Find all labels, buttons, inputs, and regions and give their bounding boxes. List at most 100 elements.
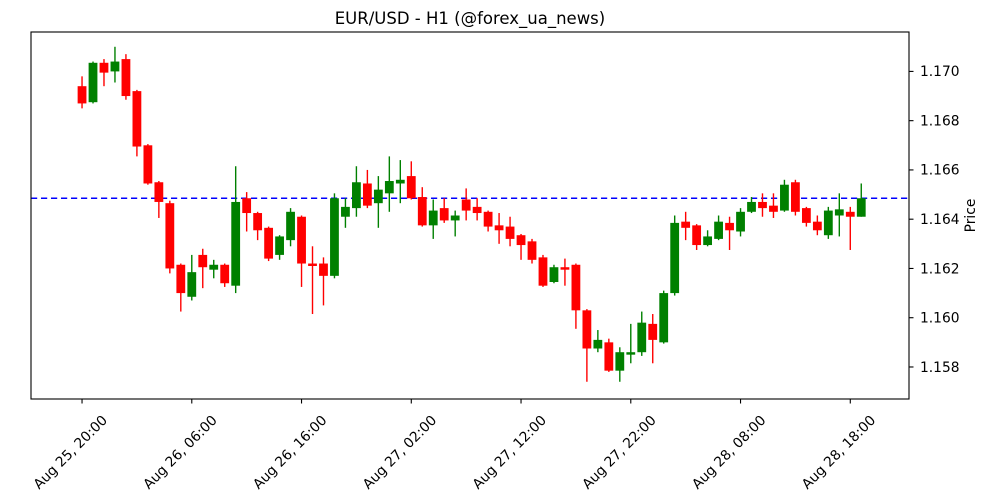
candle-body <box>275 236 284 255</box>
candle <box>736 208 745 237</box>
candle-body <box>352 182 361 209</box>
candle <box>648 314 658 364</box>
candle <box>758 193 767 217</box>
candle-body <box>176 264 186 294</box>
candle-body <box>604 342 614 371</box>
candle-body <box>439 208 449 221</box>
x-tick-label: Aug 26, 06:00 <box>140 413 220 493</box>
candle <box>560 258 570 286</box>
candle <box>834 193 844 237</box>
candle <box>362 169 372 209</box>
candle-body <box>626 352 636 355</box>
y-tick-label: 1.158 <box>920 360 960 376</box>
candle <box>132 89 142 157</box>
candle-body <box>483 211 493 227</box>
candle <box>845 206 855 250</box>
candle <box>330 193 339 279</box>
candle-body <box>99 62 109 73</box>
candle <box>505 216 515 247</box>
candle-body <box>681 221 691 228</box>
x-tick-label: Aug 28, 18:00 <box>799 413 879 493</box>
candle <box>319 257 328 306</box>
candle-body <box>231 201 241 286</box>
candle-body <box>834 209 844 216</box>
candle-body <box>812 221 822 231</box>
candle <box>823 206 833 239</box>
candle <box>297 215 306 287</box>
y-tick-label: 1.170 <box>920 64 960 80</box>
candle-body <box>582 310 592 349</box>
candle <box>187 254 197 301</box>
candles-layer <box>77 46 866 382</box>
candle-body <box>714 221 723 239</box>
candle <box>626 323 636 364</box>
candle-body <box>692 225 702 246</box>
candle <box>143 144 153 185</box>
candle-body <box>801 208 811 223</box>
candle-body <box>648 323 658 340</box>
plot-frame <box>30 31 910 400</box>
candle-body <box>154 182 164 202</box>
x-tick-label: Aug 26, 16:00 <box>250 413 330 493</box>
candle-body <box>308 263 317 266</box>
candle-body <box>77 86 87 104</box>
candle-body <box>670 222 680 294</box>
candle <box>384 156 394 212</box>
candle-body <box>571 264 581 311</box>
candle <box>373 176 383 228</box>
candle-body <box>110 61 120 72</box>
candle <box>417 187 427 227</box>
candle-body <box>823 210 833 236</box>
candle <box>176 263 186 312</box>
candle-body <box>472 206 482 214</box>
candle <box>670 215 680 296</box>
candle <box>439 198 449 223</box>
y-tick-label: 1.160 <box>920 311 960 327</box>
candle <box>461 188 471 221</box>
candle-body <box>703 236 713 246</box>
candle-body <box>362 183 372 206</box>
candle <box>88 61 98 104</box>
candle-body <box>88 62 98 103</box>
candle <box>121 54 131 100</box>
x-tick-label: Aug 27, 02:00 <box>360 413 440 493</box>
candle <box>395 160 405 204</box>
candle <box>450 210 460 237</box>
x-tick-label: Aug 27, 22:00 <box>579 413 659 493</box>
chart-title: EUR/USD - H1 (@forex_ua_news) <box>335 9 605 29</box>
candle <box>615 347 625 382</box>
candle <box>725 216 734 250</box>
candle-body <box>527 241 537 260</box>
candle-body <box>845 211 855 217</box>
candle <box>593 330 603 353</box>
candle-body <box>253 213 263 231</box>
candle <box>516 233 526 260</box>
candle <box>99 59 109 87</box>
candle-body <box>373 189 383 204</box>
candle <box>714 215 723 241</box>
candle <box>253 211 263 241</box>
candle-body <box>330 198 339 276</box>
candle <box>77 76 87 109</box>
candle-body <box>780 184 789 211</box>
candle <box>165 200 175 274</box>
candle <box>428 199 438 239</box>
candle <box>582 309 592 382</box>
x-tick-label: Aug 25, 20:00 <box>31 413 111 493</box>
candle-body <box>341 206 350 217</box>
candle-body <box>791 182 800 212</box>
x-tick-label: Aug 27, 12:00 <box>470 413 550 493</box>
candle-body <box>461 199 471 211</box>
candle-body <box>494 225 504 231</box>
candle-body <box>428 210 438 226</box>
candle <box>780 179 789 212</box>
candle-body <box>560 267 570 270</box>
candle <box>549 264 559 284</box>
candle-body <box>659 293 669 343</box>
candle <box>406 161 416 200</box>
candle-body <box>319 263 328 276</box>
x-tick-label: Aug 28, 08:00 <box>689 413 769 493</box>
y-tick-label: 1.168 <box>920 113 960 129</box>
candle-body <box>121 59 131 97</box>
